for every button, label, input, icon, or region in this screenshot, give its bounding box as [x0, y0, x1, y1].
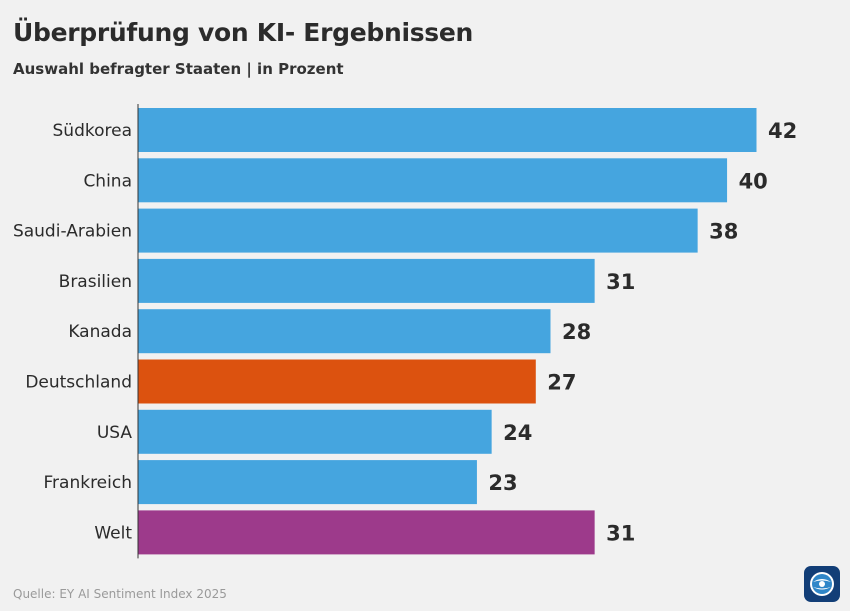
- bar-saudi-arabien: [138, 208, 698, 253]
- category-label-südkorea: Südkorea: [53, 121, 133, 141]
- category-label-saudi-arabien: Saudi-Arabien: [13, 222, 132, 242]
- bar-brasilien: [138, 258, 595, 303]
- category-label-welt: Welt: [94, 523, 132, 543]
- category-label-frankreich: Frankreich: [44, 473, 133, 493]
- value-label-usa: 24: [503, 421, 532, 445]
- category-label-deutschland: Deutschland: [25, 373, 132, 393]
- value-label-deutschland: 27: [547, 371, 576, 395]
- category-label-china: China: [83, 171, 132, 191]
- bar-chart: Südkorea 42 China 40 Saudi-Arabien 38 Brasilie…: [13, 104, 797, 559]
- value-label-südkorea: 42: [768, 119, 797, 143]
- bar-welt: [138, 510, 595, 555]
- value-label-china: 40: [739, 169, 768, 193]
- chart-subtitle: Auswahl befragter Staaten | in Prozent: [13, 60, 344, 78]
- bar-deutschland: [138, 359, 536, 404]
- value-label-frankreich: 23: [488, 471, 517, 495]
- value-label-welt: 31: [606, 521, 635, 545]
- chart-title: Überprüfung von KI- Ergebnissen: [13, 18, 474, 47]
- bar-china: [138, 158, 728, 203]
- category-label-brasilien: Brasilien: [59, 272, 132, 292]
- bar-kanada: [138, 309, 551, 354]
- bar-usa: [138, 409, 492, 454]
- category-label-kanada: Kanada: [68, 322, 132, 342]
- bar-frankreich: [138, 460, 477, 505]
- value-label-brasilien: 31: [606, 270, 635, 294]
- value-label-kanada: 28: [562, 320, 591, 344]
- source-note: Quelle: EY AI Sentiment Index 2025: [13, 587, 227, 601]
- value-label-saudi-arabien: 38: [709, 220, 738, 244]
- category-label-usa: USA: [97, 423, 133, 443]
- tagesschau-logo-icon[interactable]: [804, 566, 840, 602]
- bar-südkorea: [138, 108, 757, 152]
